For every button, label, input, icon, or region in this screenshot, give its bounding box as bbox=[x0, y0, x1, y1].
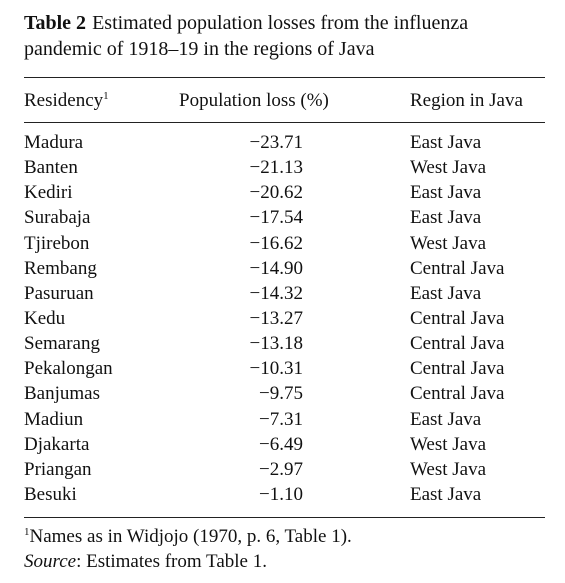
header-region: Region in Java bbox=[410, 90, 523, 111]
population-loss-cell: −17.54 bbox=[249, 207, 303, 229]
header-residency: Residency1 bbox=[24, 88, 109, 114]
population-loss-cell: −10.31 bbox=[249, 358, 303, 380]
region-cell: Central Java bbox=[410, 257, 505, 279]
residency-cell: Madiun bbox=[24, 408, 84, 430]
residency-cell: Pasuruan bbox=[24, 282, 94, 304]
table-row: Kedu −13.27 Central Java bbox=[0, 306, 565, 331]
caption-line-1: Table 2 Estimated population losses from … bbox=[24, 10, 554, 36]
table-row: Besuki −1.10 East Java bbox=[0, 482, 565, 507]
region-cell: West Java bbox=[410, 433, 487, 455]
region-cell: West Java bbox=[410, 157, 487, 179]
table-row: Pasuruan −14.32 East Java bbox=[0, 281, 565, 306]
header-residency-label: Residency bbox=[24, 90, 104, 111]
table-row: Priangan −2.97 West Java bbox=[0, 457, 565, 482]
residency-cell: Kediri bbox=[24, 182, 73, 204]
population-loss-cell: −14.90 bbox=[249, 257, 303, 279]
top-rule bbox=[24, 77, 545, 78]
footnote-text: Names as in Widjojo (1970, p. 6, Table 1… bbox=[29, 526, 352, 547]
population-loss-cell: −2.97 bbox=[259, 458, 303, 480]
table-body: Madura −23.71 East Java Banten −21.13 West Ja… bbox=[0, 130, 565, 507]
table-row: Banjumas −9.75 Central Java bbox=[0, 381, 565, 406]
population-loss-cell: −14.32 bbox=[249, 282, 303, 304]
table-row: Pekalongan −10.31 Central Java bbox=[0, 356, 565, 381]
table-row: Banten −21.13 West Java bbox=[0, 155, 565, 180]
region-cell: East Java bbox=[410, 182, 482, 204]
source-note: Source: Estimates from Table 1. bbox=[24, 550, 267, 574]
residency-cell: Madura bbox=[24, 132, 84, 153]
table-row: Tjirebon −16.62 West Java bbox=[0, 231, 565, 256]
residency-cell: Banten bbox=[24, 157, 78, 179]
population-loss-cell: −16.62 bbox=[249, 232, 303, 254]
residency-cell: Semarang bbox=[24, 333, 100, 355]
header-population-loss: Population loss (%) bbox=[179, 90, 329, 111]
region-cell: East Java bbox=[410, 483, 482, 505]
caption-line-2: pandemic of 1918–19 in the regions of Ja… bbox=[24, 38, 375, 60]
header-rule bbox=[24, 122, 545, 123]
footnote: 1Names as in Widjojo (1970, p. 6, Table … bbox=[24, 525, 352, 549]
table-row: Rembang −14.90 Central Java bbox=[0, 256, 565, 281]
region-cell: Central Java bbox=[410, 383, 505, 405]
residency-cell: Rembang bbox=[24, 257, 97, 279]
region-cell: East Java bbox=[410, 132, 482, 153]
population-loss-cell: −23.71 bbox=[249, 132, 303, 153]
population-loss-cell: −13.18 bbox=[249, 333, 303, 355]
table-row: Surabaja −17.54 East Java bbox=[0, 205, 565, 230]
population-loss-cell: −21.13 bbox=[249, 157, 303, 179]
region-cell: Central Java bbox=[410, 333, 505, 355]
region-cell: East Java bbox=[410, 408, 482, 430]
residency-cell: Tjirebon bbox=[24, 232, 90, 254]
table-label: Table 2 bbox=[24, 12, 87, 34]
source-label: Source bbox=[24, 551, 77, 572]
residency-cell: Pekalongan bbox=[24, 358, 113, 380]
population-loss-cell: −20.62 bbox=[249, 182, 303, 204]
table-row: Madiun −7.31 East Java bbox=[0, 407, 565, 432]
table-row: Madura −23.71 East Java bbox=[0, 130, 565, 155]
residency-cell: Surabaja bbox=[24, 207, 91, 229]
region-cell: East Java bbox=[410, 207, 482, 229]
population-loss-cell: −13.27 bbox=[249, 307, 303, 329]
table-row: Semarang −13.18 Central Java bbox=[0, 331, 565, 356]
population-loss-cell: −1.10 bbox=[259, 483, 303, 505]
residency-cell: Banjumas bbox=[24, 383, 100, 405]
region-cell: East Java bbox=[410, 282, 482, 304]
residency-cell: Besuki bbox=[24, 483, 77, 505]
region-cell: West Java bbox=[410, 458, 487, 480]
residency-cell: Djakarta bbox=[24, 433, 90, 455]
residency-cell: Priangan bbox=[24, 458, 92, 480]
population-loss-cell: −7.31 bbox=[259, 408, 303, 430]
residency-cell: Kedu bbox=[24, 307, 66, 329]
region-cell: West Java bbox=[410, 232, 487, 254]
caption-text-1: Estimated population losses from the inf… bbox=[92, 12, 469, 34]
footnote-mark: 1 bbox=[24, 526, 30, 538]
table-row: Kediri −20.62 East Java bbox=[0, 180, 565, 205]
population-loss-cell: −9.75 bbox=[259, 383, 303, 405]
population-loss-cell: −6.49 bbox=[259, 433, 303, 455]
source-text: : Estimates from Table 1. bbox=[76, 551, 267, 572]
table-caption: Table 2 Estimated population losses from … bbox=[24, 10, 554, 62]
region-cell: Central Java bbox=[410, 358, 505, 380]
region-cell: Central Java bbox=[410, 307, 505, 329]
bottom-rule bbox=[24, 517, 545, 518]
table-row: Djakarta −6.49 West Java bbox=[0, 432, 565, 457]
header-residency-footnote-mark: 1 bbox=[103, 90, 109, 102]
